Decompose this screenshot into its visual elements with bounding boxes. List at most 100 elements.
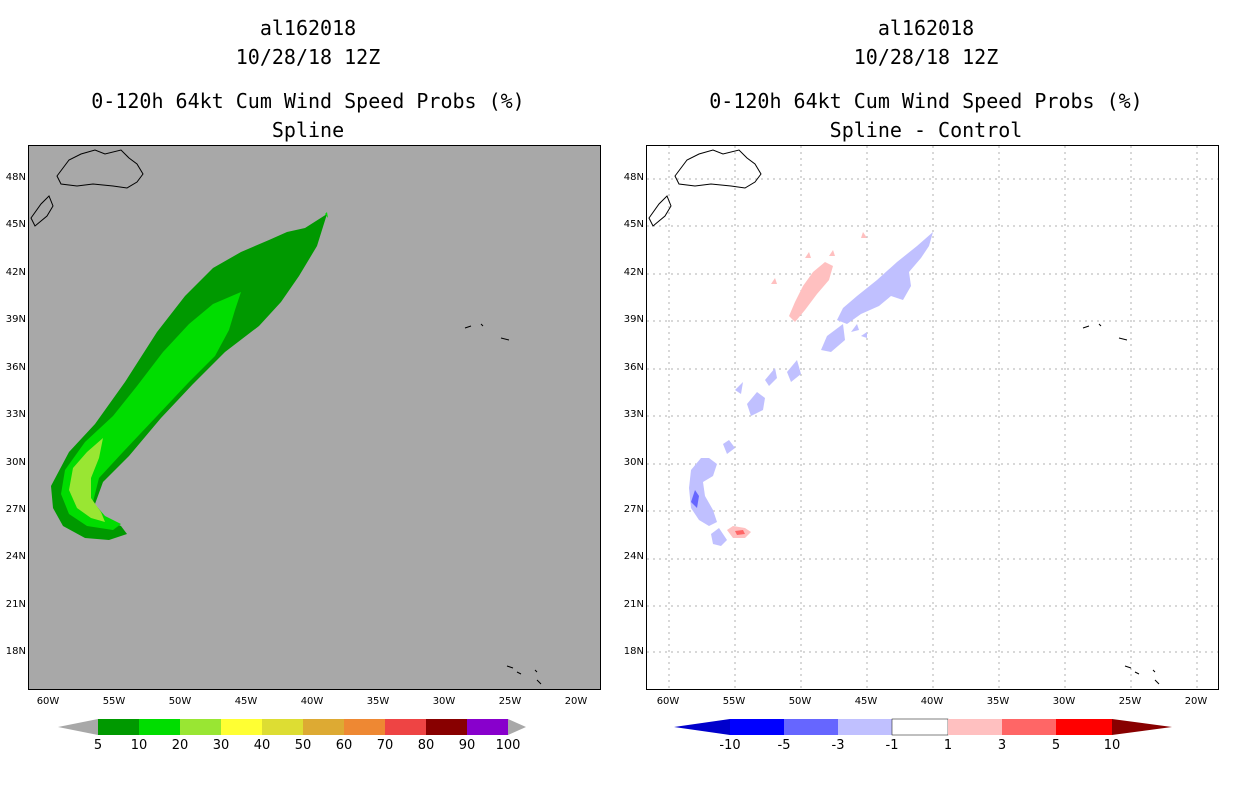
left-product: 0-120h 64kt Cum Wind Speed Probs (%) (91, 89, 525, 113)
left-subtitle: Spline (271, 118, 345, 142)
left-datetime: 10/28/18 12Z (235, 45, 381, 69)
lat-label-18n-left: 18N (5, 646, 26, 657)
prob-swath-20 (61, 292, 241, 530)
lat-label-21n-right: 21N (623, 599, 644, 610)
lat-label-18n-right: 18N (623, 646, 644, 657)
left-cb-label-4: 40 (253, 738, 271, 753)
right-colorbar-swatch-1 (730, 719, 784, 735)
coastline-right (648, 149, 1160, 685)
left-cb-label-3: 30 (212, 738, 230, 753)
left-cb-label-6: 60 (335, 738, 353, 753)
prob-swath-tip (325, 212, 328, 218)
lat-label-48n-left: 48N (5, 172, 26, 183)
right-colorbar-over (1112, 719, 1172, 735)
lon-label-30w-left: 30W (432, 696, 456, 707)
left-colorbar-swatch-4 (262, 719, 303, 735)
lon-label-50w-left: 50W (168, 696, 192, 707)
right-subtitle: Spline - Control (829, 118, 1023, 142)
left-colorbar-swatch-2 (180, 719, 221, 735)
right-cb-label-2: -3 (831, 738, 845, 753)
lon-label-20w-left: 20W (564, 696, 588, 707)
left-colorbar-swatch-9 (467, 719, 508, 735)
left-probability-map (28, 145, 601, 690)
left-map-svg (30, 149, 542, 685)
left-cb-label-5: 50 (294, 738, 312, 753)
lon-label-45w-right: 45W (854, 696, 878, 707)
lon-label-25w-right: 25W (1118, 696, 1142, 707)
left-cb-label-8: 80 (417, 738, 435, 753)
left-colorbar-under (58, 719, 98, 735)
right-colorbar-under (674, 719, 730, 735)
lat-label-24n-right: 24N (623, 551, 644, 562)
left-colorbar-over (508, 719, 526, 735)
left-colorbar-swatch-7 (385, 719, 426, 735)
left-cb-label-2: 20 (171, 738, 189, 753)
left-cb-label-9: 90 (458, 738, 476, 753)
right-cb-label-6: 5 (1051, 738, 1061, 753)
grid-lines (647, 146, 1218, 689)
right-colorbar-swatch-4 (891, 718, 949, 736)
lat-label-33n-right: 33N (623, 409, 644, 420)
left-colorbar-swatch-5 (303, 719, 344, 735)
lat-label-45n-right: 45N (623, 219, 644, 230)
lat-label-36n-left: 36N (5, 362, 26, 373)
left-storm-id: al162018 (259, 16, 357, 40)
right-cb-label-1: -5 (777, 738, 791, 753)
lat-label-33n-left: 33N (5, 409, 26, 420)
right-colorbar-swatch-5 (948, 719, 1002, 735)
lat-label-45n-left: 45N (5, 219, 26, 230)
lat-label-27n-right: 27N (623, 504, 644, 515)
negative-difference-patches (689, 232, 933, 546)
lat-label-39n-right: 39N (623, 314, 644, 325)
right-panel-title: al162018 10/28/18 12Z 0-120h 64kt Cum Wi… (626, 14, 1226, 145)
left-colorbar (58, 719, 526, 735)
lat-label-27n-left: 27N (5, 504, 26, 515)
positive-core-patch (735, 530, 745, 535)
right-product: 0-120h 64kt Cum Wind Speed Probs (%) (709, 89, 1143, 113)
right-cb-label-0: -10 (719, 738, 741, 753)
left-colorbar-swatch-6 (344, 719, 385, 735)
lon-label-40w-right: 40W (920, 696, 944, 707)
negative-core-patch (691, 490, 699, 508)
right-colorbar-swatch-7 (1056, 719, 1112, 735)
right-cb-label-4: 1 (943, 738, 953, 753)
positive-difference-patches (727, 232, 867, 538)
lon-label-20w-right: 20W (1184, 696, 1208, 707)
left-cb-label-1: 10 (130, 738, 148, 753)
left-colorbar-swatch-3 (221, 719, 262, 735)
lon-label-60w-right: 60W (656, 696, 680, 707)
right-colorbar-swatch-2 (784, 719, 838, 735)
lat-label-39n-left: 39N (5, 314, 26, 325)
lon-label-35w-left: 35W (366, 696, 390, 707)
left-colorbar-swatch-1 (139, 719, 180, 735)
lon-label-30w-right: 30W (1052, 696, 1076, 707)
right-cb-label-3: -1 (885, 738, 899, 753)
lon-label-45w-left: 45W (234, 696, 258, 707)
lat-label-30n-right: 30N (623, 457, 644, 468)
left-cb-label-7: 70 (376, 738, 394, 753)
right-difference-map (646, 145, 1219, 690)
lat-label-42n-left: 42N (5, 267, 26, 278)
left-colorbar-swatch-8 (426, 719, 467, 735)
right-storm-id: al162018 (877, 16, 975, 40)
lon-label-50w-right: 50W (788, 696, 812, 707)
right-cb-label-5: 3 (997, 738, 1007, 753)
lon-label-35w-right: 35W (986, 696, 1010, 707)
left-cb-label-10: 100 (495, 738, 521, 753)
lon-label-55w-right: 55W (722, 696, 746, 707)
right-colorbar-swatch-3 (838, 719, 892, 735)
right-datetime: 10/28/18 12Z (853, 45, 999, 69)
right-colorbar-swatch-6 (1002, 719, 1056, 735)
coastline (30, 149, 542, 685)
lat-label-30n-left: 30N (5, 457, 26, 468)
lat-label-21n-left: 21N (5, 599, 26, 610)
lat-label-36n-right: 36N (623, 362, 644, 373)
right-cb-label-7: 10 (1103, 738, 1121, 753)
prob-swath-30 (69, 438, 105, 522)
left-cb-label-0: 5 (93, 738, 103, 753)
lon-label-40w-left: 40W (300, 696, 324, 707)
left-colorbar-swatch-0 (98, 719, 139, 735)
right-map-svg (647, 146, 1218, 689)
lon-label-60w-left: 60W (36, 696, 60, 707)
right-colorbar (674, 718, 1172, 736)
